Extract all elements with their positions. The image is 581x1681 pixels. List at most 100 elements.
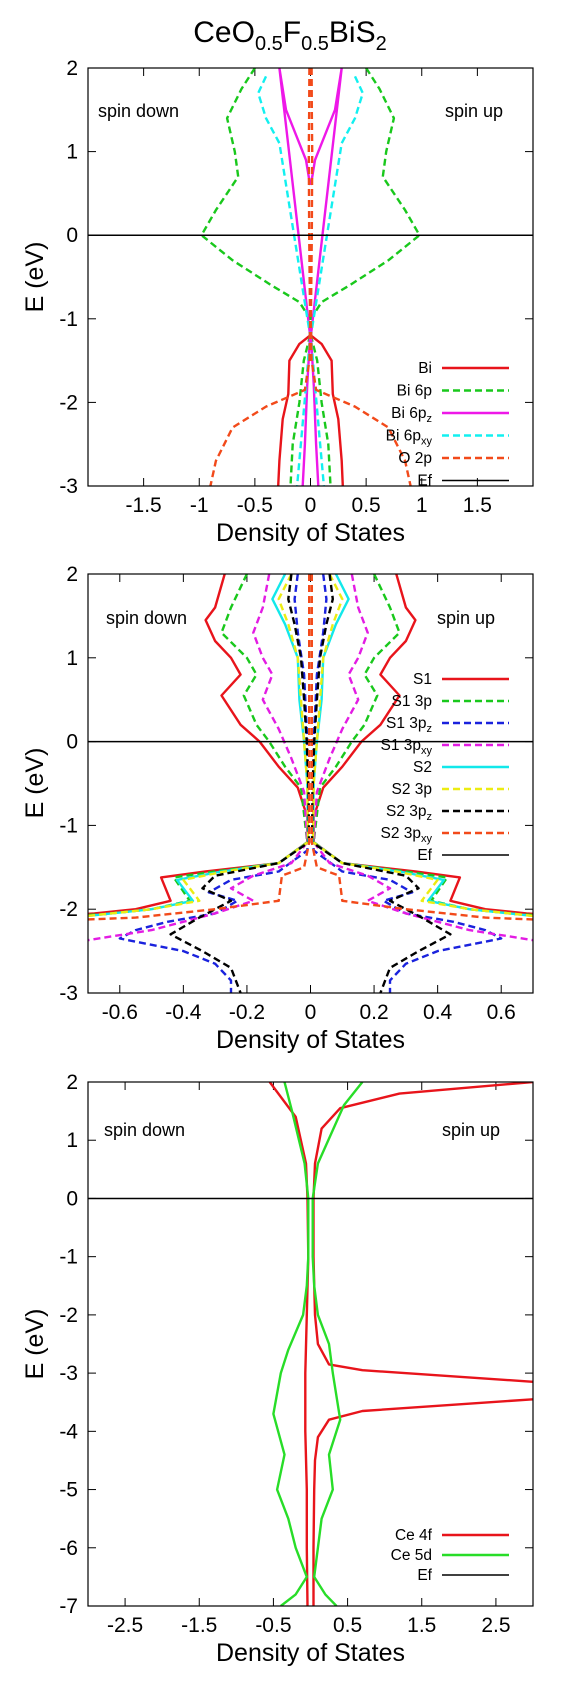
series-line-bi-6p — [309, 68, 421, 486]
y-axis-label: E (eV) — [21, 748, 49, 819]
y-tick-label: -2 — [59, 391, 78, 414]
series-line-bi-mirror — [277, 334, 311, 486]
series-line-bi — [310, 334, 344, 486]
series-line-o-2p-mirror — [209, 68, 312, 486]
title-part-4: BiS — [329, 16, 376, 49]
y-axis-label: E (eV) — [21, 242, 49, 313]
y-tick-label: 1 — [66, 141, 78, 164]
y-tick-label: -3 — [59, 982, 78, 1005]
legend-text: O 2p — [398, 450, 432, 467]
legend-text: Bi 6p — [397, 383, 432, 400]
y-tick-label: 1 — [66, 1129, 78, 1152]
legend-label-s2-3pxy: S2 3pxy — [380, 825, 432, 845]
legend-label-o-2p: O 2p — [398, 450, 432, 467]
y-tick-label: 0 — [66, 731, 78, 754]
y-tick-label: -3 — [59, 475, 78, 498]
series-line-s2-3pxy — [310, 574, 533, 921]
legend-label-s1-3pz: S1 3pz — [386, 715, 432, 735]
y-tick-label: -1 — [59, 814, 78, 837]
plot-area — [88, 574, 533, 993]
legend-subscript: xy — [421, 436, 433, 448]
x-tick-label: -1 — [190, 494, 209, 517]
x-tick-label: 0.6 — [487, 1001, 516, 1024]
x-axis-label: Density of States — [216, 519, 405, 547]
y-tick-label: 1 — [66, 647, 78, 670]
legend-subscript: z — [427, 723, 433, 735]
plot-area — [88, 68, 533, 486]
legend-subscript: xy — [421, 833, 433, 845]
legend-text: S1 3p — [391, 693, 432, 710]
legend-label-bi-6pxy: Bi 6pxy — [386, 428, 433, 448]
y-tick-label: -5 — [59, 1479, 78, 1502]
series-line-s2-3pz-mirror — [169, 574, 311, 993]
plot-frame — [87, 67, 534, 487]
legend-text: Ef — [417, 473, 432, 490]
legend-text: Bi 6p — [386, 428, 421, 445]
x-tick-label: 1 — [416, 494, 428, 517]
legend-label-s2-3pz: S2 3pz — [386, 803, 432, 823]
legend: Ce 4f Ce 5d Ef — [391, 1527, 509, 1584]
series-line-s1-3pxy-mirror — [88, 574, 309, 942]
x-tick-label: -1.5 — [181, 1614, 217, 1637]
annotation-spin-up: spin up — [445, 101, 503, 121]
legend-text: S1 3p — [386, 715, 427, 732]
legend-label-ce-4f: Ce 4f — [395, 1527, 433, 1544]
series-line-bi-6pz-mirror — [278, 68, 312, 486]
legend-text: Bi 6p — [391, 405, 426, 422]
series-line-o-2p — [309, 68, 412, 486]
plot-area — [88, 1082, 533, 1606]
annotation-spin-down: spin down — [104, 1120, 185, 1140]
annotation-spin-up: spin up — [437, 608, 495, 628]
figure-title: CeO0.5F0.5BiS2 — [193, 16, 386, 55]
y-tick-label: 0 — [66, 1187, 78, 1210]
series-line-s1 — [312, 574, 533, 916]
legend-text: S2 3p — [391, 781, 432, 798]
panel-s: -3 -2 -1 0 1 2 -0.6 -0.4 -0.2 0 0.2 0.4 0.6 Density o… — [21, 563, 534, 1054]
series-line-s2-3p — [311, 574, 533, 918]
plot-frame — [87, 1081, 534, 1607]
title-sub-3: 2 — [376, 33, 387, 55]
legend-text: Ce 4f — [395, 1527, 433, 1544]
legend-label-s1-3p: S1 3p — [391, 693, 432, 710]
x-tick-label: -0.5 — [237, 494, 273, 517]
y-tick-label: -2 — [59, 1304, 78, 1327]
series-line-ce-5d — [272, 1082, 364, 1606]
legend-label-ce-5d: Ce 5d — [391, 1547, 432, 1564]
y-tick-label: -2 — [59, 898, 78, 921]
x-tick-label: 0 — [305, 1001, 317, 1024]
x-tick-label: 1.5 — [463, 494, 492, 517]
legend-text: S1 3p — [380, 737, 421, 754]
x-tick-label: 0.2 — [359, 1001, 388, 1024]
x-axis-label: Density of States — [216, 1026, 405, 1054]
x-tick-label: -0.6 — [102, 1001, 138, 1024]
x-tick-label: 2.5 — [481, 1614, 510, 1637]
legend-label-s1-3pxy: S1 3pxy — [380, 737, 432, 757]
series-line-s1-3p-mirror — [88, 574, 309, 917]
annotation-spin-down: spin down — [106, 608, 187, 628]
legend-label-ef: Ef — [417, 847, 432, 864]
panel-bi: -3 -2 -1 0 1 2 -1.5 -1 -0.5 0 0.5 1 1.5 Density of St… — [21, 57, 534, 547]
legend-label-s2: S2 — [413, 759, 432, 776]
legend-text: S2 3p — [386, 803, 427, 820]
legend-text: S2 — [413, 759, 432, 776]
series-line-s1-3pxy — [312, 574, 533, 942]
series-line-s2-3pxy-mirror — [88, 574, 311, 921]
plot-frame — [87, 573, 534, 994]
y-tick-label: -1 — [59, 1246, 78, 1269]
legend-label-ef: Ef — [417, 1567, 432, 1584]
annotation-spin-down: spin down — [98, 101, 179, 121]
legend-text: Ef — [417, 847, 432, 864]
legend-subscript: xy — [421, 745, 433, 757]
y-axis-label: E (eV) — [21, 1309, 49, 1380]
legend-label-bi-6pz: Bi 6pz — [391, 405, 432, 425]
annotation-spin-up: spin up — [442, 1120, 500, 1140]
x-tick-label: -2.5 — [107, 1614, 143, 1637]
y-tick-label: -7 — [59, 1595, 78, 1618]
series-line-bi-6pz — [309, 68, 343, 486]
x-tick-label: -0.4 — [165, 1001, 202, 1024]
legend-subscript: z — [427, 811, 433, 823]
series-line-bi-6pxy — [309, 75, 364, 486]
x-tick-label: -1.5 — [126, 494, 162, 517]
